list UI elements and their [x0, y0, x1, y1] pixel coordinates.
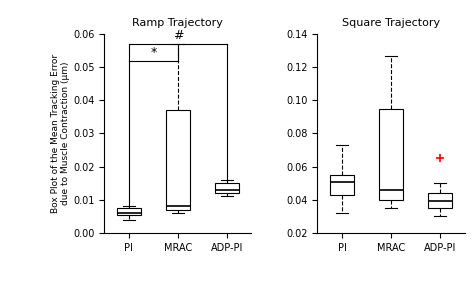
- Y-axis label: Box Plot of the Mean Tracking Error
due to Muscle Contraction (μm): Box Plot of the Mean Tracking Error due …: [51, 54, 70, 213]
- Title: Square Trajectory: Square Trajectory: [342, 18, 440, 28]
- Text: *: *: [150, 46, 156, 59]
- PathPatch shape: [379, 109, 403, 200]
- PathPatch shape: [165, 110, 190, 210]
- Title: Ramp Trajectory: Ramp Trajectory: [132, 18, 223, 28]
- PathPatch shape: [330, 175, 354, 195]
- Text: #: #: [173, 29, 183, 42]
- PathPatch shape: [215, 183, 239, 193]
- PathPatch shape: [117, 208, 141, 215]
- PathPatch shape: [428, 193, 452, 208]
